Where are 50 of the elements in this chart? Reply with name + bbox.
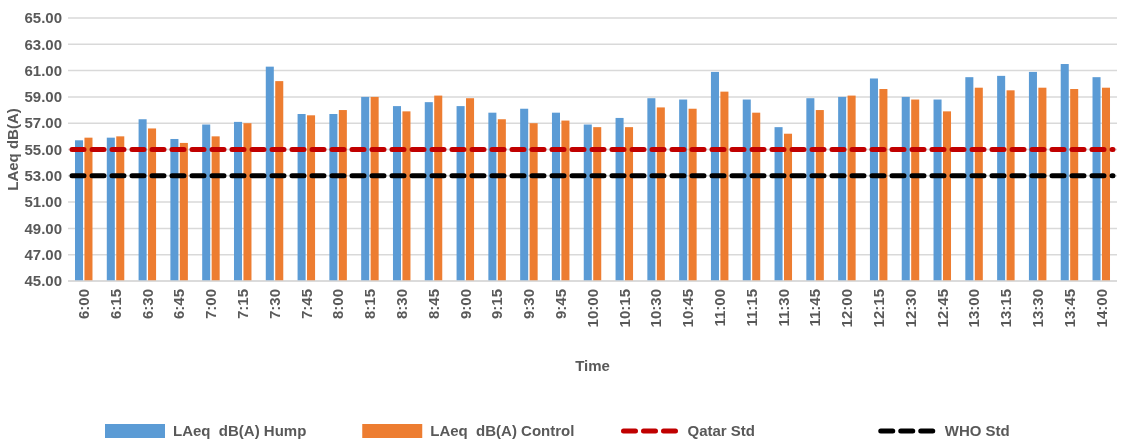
x-tick-label: 9:30 [520, 289, 538, 320]
x-tick-label: 13:00 [965, 289, 983, 328]
x-tick-label: 6:45 [170, 289, 188, 320]
y-tick-label: 45.00 [24, 272, 62, 290]
y-tick-label: 53.00 [24, 167, 62, 185]
x-tick-label: 7:15 [233, 289, 251, 320]
x-tick-label: 14:00 [1092, 289, 1110, 328]
x-tick-label: 13:15 [997, 289, 1015, 328]
y-tick-label: 51.00 [24, 193, 62, 211]
y-tick-label: 59.00 [24, 88, 62, 106]
x-tick-label: 10:15 [615, 289, 633, 328]
x-tick-label: 12:30 [901, 289, 919, 328]
legend-label: WHO Std [944, 422, 1010, 440]
legend-label: LAeq dB(A) Hump [173, 422, 307, 440]
y-tick-label: 47.00 [24, 245, 62, 263]
y-tick-label: 57.00 [24, 114, 62, 132]
x-tick-label: 12:15 [869, 289, 887, 328]
legend-label: LAeq dB(A) Control [430, 422, 575, 440]
x-tick-label: 11:15 [742, 289, 760, 327]
x-tick-label: 8:00 [329, 289, 347, 320]
x-tick-label: 7:45 [297, 289, 315, 320]
x-tick-label: 11:30 [774, 289, 792, 327]
x-tick-label: 10:00 [583, 289, 601, 328]
x-tick-label: 12:45 [933, 289, 951, 328]
x-tick-label: 9:45 [551, 289, 569, 320]
legend-label: Qatar Std [687, 422, 756, 440]
x-tick-label: 8:45 [424, 289, 442, 320]
x-tick-label: 7:00 [202, 289, 220, 320]
y-axis-title: LAeq dB(A) [4, 108, 21, 191]
y-tick-label: 63.00 [24, 35, 62, 53]
y-tick-label: 49.00 [24, 219, 62, 237]
x-tick-label: 9:15 [488, 289, 506, 320]
y-tick-label: 61.00 [24, 61, 62, 79]
x-tick-label: 13:45 [1060, 289, 1078, 328]
y-tick-label: 55.00 [24, 140, 62, 158]
x-tick-label: 13:30 [1028, 289, 1046, 328]
x-axis-title: Time [575, 357, 610, 374]
x-tick-label: 6:15 [106, 289, 124, 320]
x-tick-label: 8:15 [361, 289, 379, 320]
x-tick-label: 11:00 [710, 289, 728, 327]
x-tick-label: 6:30 [138, 289, 156, 320]
x-tick-label: 7:30 [265, 289, 283, 320]
y-tick-label: 65.00 [24, 9, 62, 27]
x-tick-label: 10:45 [679, 289, 697, 328]
x-tick-label: 11:45 [806, 289, 824, 327]
x-tick-label: 8:30 [392, 289, 410, 320]
x-tick-label: 9:00 [456, 289, 474, 320]
x-tick-label: 10:30 [647, 289, 665, 328]
x-tick-label: 6:00 [74, 289, 92, 320]
x-tick-label: 12:00 [838, 289, 856, 328]
